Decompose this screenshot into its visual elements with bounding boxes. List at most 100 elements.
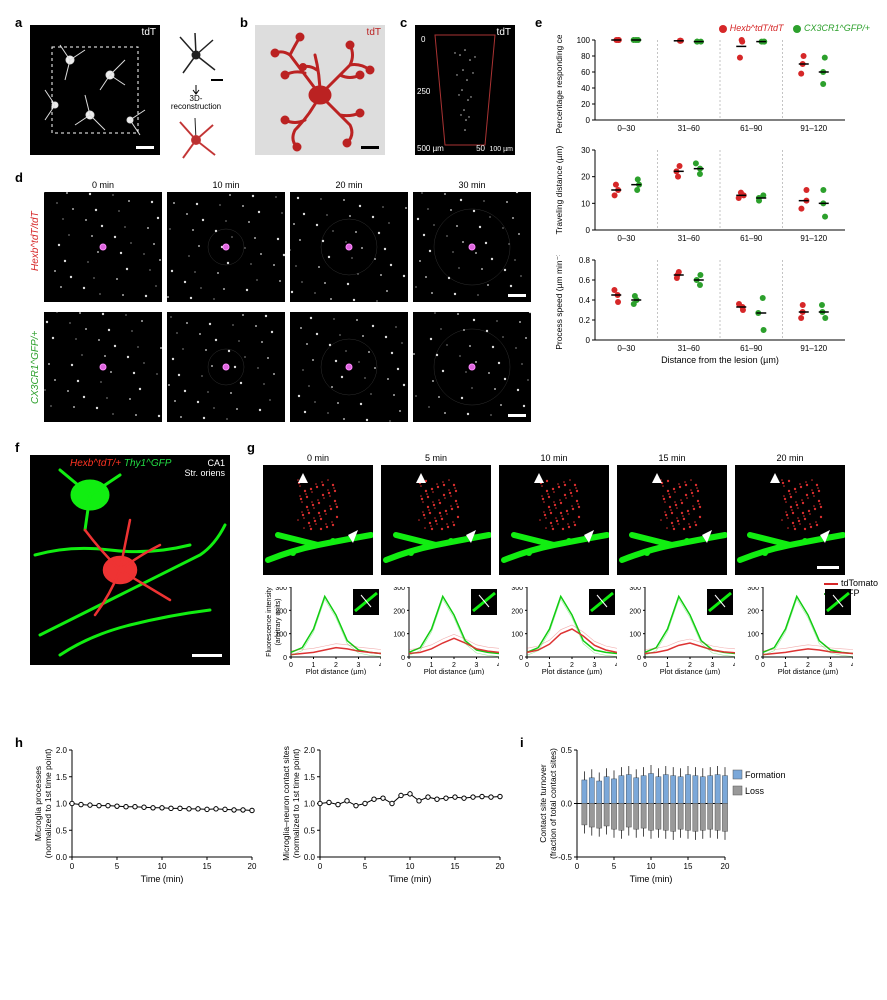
svg-text:91–120: 91–120 [800,234,827,243]
svg-text:0: 0 [70,862,75,871]
tdt-label: tdT [367,27,381,38]
svg-text:Process speed (µm min⁻¹): Process speed (µm min⁻¹) [554,255,564,350]
panel-b: tdT [255,25,385,155]
panel-h-label: h [15,735,23,750]
timelapse-frame [290,312,408,422]
svg-text:1.5: 1.5 [304,773,316,782]
svg-text:Traveling distance (µm): Traveling distance (µm) [554,146,564,235]
panel-a: tdT 3D- reconstruction [30,25,160,155]
scalebar [211,79,223,81]
svg-text:0: 0 [283,655,287,662]
svg-text:0.0: 0.0 [304,853,316,862]
two-channel-img [30,455,230,665]
svg-text:0: 0 [575,862,580,871]
timelapse-frame [44,192,162,302]
timelapse-frame [413,192,531,302]
svg-text:Plot distance (µm): Plot distance (µm) [306,667,367,675]
scalebar [361,146,379,149]
svg-text:Formation: Formation [745,770,786,780]
svg-text:2.0: 2.0 [304,746,316,755]
svg-text:5: 5 [115,862,120,871]
svg-text:100: 100 [393,632,405,639]
svg-text:0.0: 0.0 [561,800,573,809]
svg-text:0.6: 0.6 [579,276,591,285]
svg-text:0: 0 [401,655,405,662]
contact-frame [735,465,845,575]
panel-f: Hexb^tdT/+ Thy1^GFP CA1 Str. oriens [30,455,230,665]
timelapse-frame [290,192,408,302]
svg-text:40: 40 [581,84,590,93]
svg-text:0–30: 0–30 [617,234,635,243]
svg-text:Microglia–neuron contact sites: Microglia–neuron contact sites(normalize… [281,746,301,861]
intensity-plot: 010020030001234Plot distance (µm) [381,587,499,675]
svg-text:30: 30 [581,146,590,155]
scalebar [136,146,154,149]
time-label: 30 min [413,180,531,192]
svg-text:1.5: 1.5 [56,773,68,782]
panel-c-label: c [400,15,407,30]
svg-text:31–60: 31–60 [678,344,701,353]
line-chart: 0.00.51.01.52.005101520Time (min)Microgl… [30,745,260,885]
svg-text:0.0: 0.0 [56,853,68,862]
svg-text:0.5: 0.5 [561,746,573,755]
svg-text:20: 20 [581,100,590,109]
panel-e-label: e [535,15,542,30]
svg-text:61–90: 61–90 [740,234,763,243]
panel-c: tdT 0 250 500 µm 50 100 µm [415,25,515,155]
svg-text:20: 20 [721,862,730,871]
svg-text:20: 20 [248,862,257,871]
svg-text:0.5: 0.5 [304,826,316,835]
svg-text:1.0: 1.0 [56,800,68,809]
panel-i-label: i [520,735,524,750]
svg-text:10: 10 [158,862,167,871]
svg-text:-0.5: -0.5 [558,853,572,862]
time-label: 20 min [290,180,408,192]
contact-frame [381,465,491,575]
svg-text:0: 0 [586,336,591,345]
svg-text:15: 15 [451,862,460,871]
svg-text:200: 200 [629,608,641,615]
tdt-label: tdT [497,27,511,38]
row-label: CX3CR1^GFP/+ [30,312,44,422]
svg-text:Fluorescence intensity(arbitra: Fluorescence intensity(arbitrary units) [266,587,282,657]
svg-text:61–90: 61–90 [740,344,763,353]
svg-text:Distance from the lesion (µm): Distance from the lesion (µm) [661,355,779,365]
panel-e: Hexb^tdT/tdT CX3CR1^GFP/+0204060801000–3… [550,23,870,365]
svg-text:2.0: 2.0 [56,746,68,755]
panel-i: -0.50.00.505101520Time (min)Contact site… [535,745,795,885]
svg-text:0: 0 [586,226,591,235]
svg-text:300: 300 [747,587,759,592]
svg-text:0.4: 0.4 [579,296,591,305]
svg-text:200: 200 [747,608,759,615]
svg-text:100: 100 [629,632,641,639]
svg-text:10: 10 [581,199,590,208]
panel-a-label: a [15,15,22,30]
intensity-plot: 010020030001234Plot distance (µm) [617,587,735,675]
svg-text:60: 60 [581,68,590,77]
cell-3d [255,25,385,155]
svg-text:Plot distance (µm): Plot distance (µm) [542,667,603,675]
svg-text:0.8: 0.8 [579,256,591,265]
svg-text:0.2: 0.2 [579,316,591,325]
svg-text:300: 300 [629,587,641,592]
timelapse-frame [167,192,285,302]
svg-text:10: 10 [647,862,656,871]
svg-text:0.5: 0.5 [56,826,68,835]
svg-text:0–30: 0–30 [617,124,635,133]
time-label: 0 min [44,180,162,192]
svg-text:Plot distance (µm): Plot distance (µm) [778,667,839,675]
svg-text:20: 20 [581,173,590,182]
intensity-plot: 010020030001234Plot distance (µm) [735,587,853,675]
svg-text:61–90: 61–90 [740,124,763,133]
svg-text:0: 0 [586,116,591,125]
row-label: Hexb^tdT/tdT [30,180,44,302]
svg-text:80: 80 [581,52,590,61]
svg-text:0: 0 [407,662,411,669]
svg-text:0: 0 [761,662,765,669]
svg-text:300: 300 [393,587,405,592]
svg-text:Time (min): Time (min) [389,874,432,884]
svg-text:0: 0 [755,655,759,662]
svg-text:Loss: Loss [745,786,765,796]
svg-text:15: 15 [203,862,212,871]
bar-chart: -0.50.00.505101520Time (min)Contact site… [535,745,795,885]
